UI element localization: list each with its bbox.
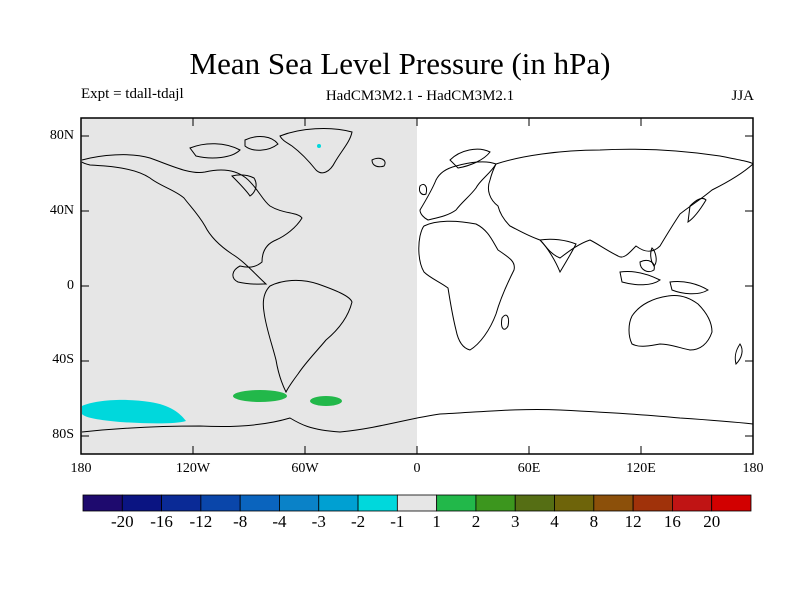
colorbar-swatch [279, 494, 320, 512]
colorbar-label: 4 [550, 512, 559, 531]
colorbar-swatch [632, 494, 673, 512]
y-tick-label-40n: 40N [49, 203, 74, 218]
x-tick-label-0: 0 [413, 461, 421, 476]
colorbar-swatch [475, 494, 516, 512]
x-tick-label-120e: 120E [626, 461, 656, 476]
x-tick-label-60w: 60W [291, 461, 319, 476]
colorbar-label: -4 [272, 512, 287, 531]
colorbar-swatch [161, 494, 202, 512]
colorbar-label: 16 [663, 512, 681, 531]
colorbar-swatch [200, 494, 241, 512]
japan-coastline [687, 197, 707, 224]
colorbar-label: -2 [350, 512, 366, 531]
map-axes [80, 117, 754, 455]
south-atlantic-positive-anomaly [310, 396, 342, 406]
india-coastline [538, 238, 577, 274]
arctic-islands-coastline [189, 143, 241, 159]
colorbar-label: 2 [471, 512, 481, 531]
colorbar-swatch [396, 494, 438, 512]
colorbar-swatch [672, 494, 713, 512]
africa-coastline [418, 220, 515, 351]
british-isles-coastline [419, 183, 427, 195]
colorbar-label: 3 [510, 512, 520, 531]
scandinavia-coastline [449, 148, 491, 169]
north-america-coastline [81, 154, 303, 285]
colorbar-label: -8 [233, 512, 248, 531]
colorbar-swatch [593, 494, 634, 512]
model-comparison-label: HadCM3M2.1 - HadCM3M2.1 [325, 88, 515, 104]
new-zealand-coastline [734, 343, 743, 365]
experiment-label: Expt = tdall-tdajl [81, 86, 184, 102]
hudson-bay-coastline [231, 174, 257, 197]
arctic-islands-coastline-2 [244, 136, 279, 151]
colorbar-swatch [318, 494, 359, 512]
asia-coastline [487, 148, 754, 259]
colorbar-label: -12 [189, 512, 213, 531]
season-label: JJA [731, 88, 754, 104]
madagascar-coastline [501, 314, 509, 330]
colorbar-label: 8 [589, 512, 599, 531]
colorbar-swatch [239, 494, 280, 512]
y-tick-label-80s: 80S [52, 427, 74, 442]
y-tick-label-0: 0 [67, 278, 74, 293]
philippines-coastline [650, 247, 657, 267]
colorbar-label: 20 [703, 512, 721, 531]
coastlines [81, 128, 754, 433]
colorbar-label: -16 [150, 512, 173, 531]
x-tick-label-180e: 180 [742, 461, 764, 476]
iceland-coastline [371, 157, 386, 168]
southeast-asia-islands [619, 271, 661, 286]
chart-title: Mean Sea Level Pressure (in hPa) [189, 46, 611, 81]
x-tick-label-120w: 120W [175, 461, 211, 476]
australia-coastline [628, 295, 713, 351]
colorbar-label: 1 [432, 512, 441, 531]
greenland-coastline [279, 128, 353, 174]
new-guinea-coastline [669, 281, 709, 295]
colorbar [82, 494, 752, 512]
borneo-coastline [639, 259, 655, 273]
colorbar-label: -3 [311, 512, 326, 531]
antarctica-coastline [81, 408, 754, 433]
colorbar-label: -1 [390, 512, 405, 531]
colorbar-swatch [436, 494, 477, 512]
colorbar-swatch [554, 494, 595, 512]
colorbar-swatch [82, 494, 123, 512]
colorbar-label: 12 [624, 512, 642, 531]
colorbar-swatch [711, 494, 752, 512]
south-pacific-negative-anomaly [82, 399, 186, 424]
greenland-negative-anomaly-spot [317, 144, 321, 148]
south-america-coastline [262, 279, 353, 394]
drake-passage-positive-anomaly [233, 390, 287, 402]
colorbar-swatch [121, 494, 162, 512]
colorbar-swatch [357, 494, 398, 512]
colorbar-swatch [514, 494, 555, 512]
colorbar-label: -20 [110, 512, 134, 531]
y-tick-label-40s: 40S [52, 352, 74, 367]
x-tick-label-60e: 60E [517, 461, 541, 476]
y-tick-label-80n: 80N [49, 128, 74, 143]
europe-coastline [419, 161, 497, 221]
x-tick-label-180w: 180 [70, 461, 92, 476]
